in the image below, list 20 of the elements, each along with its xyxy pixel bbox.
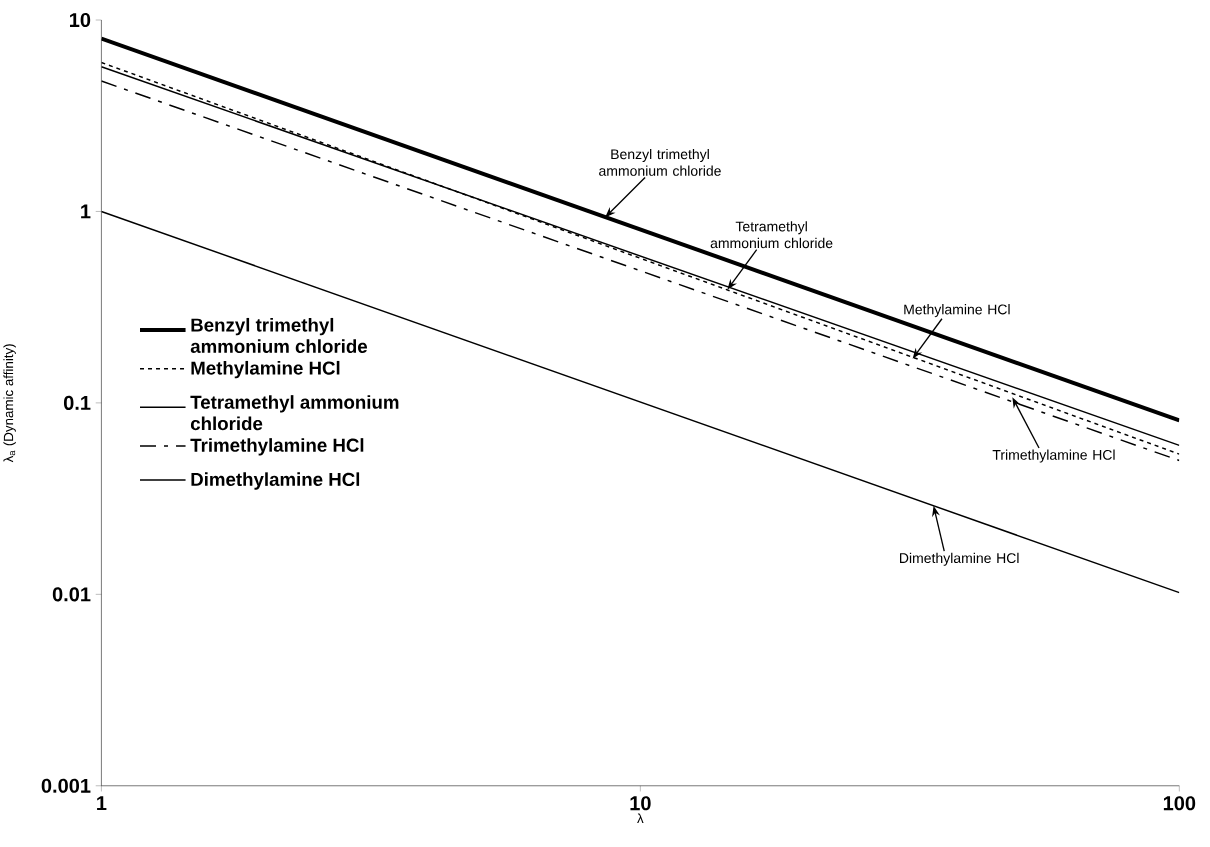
legend-label: Dimethylamine HCl	[191, 472, 360, 490]
annotation: Dimethylamine HCl	[900, 552, 1019, 566]
legend-label: Tetramethyl ammonium chloride	[190, 395, 399, 431]
y-tick-label: 0.01	[52, 587, 91, 602]
legend-label: Methylamine HCl	[191, 360, 340, 379]
x-tick-label: 100	[1163, 796, 1196, 811]
x-tick-label: 10	[630, 796, 651, 811]
y-tick-label: 0.1	[63, 395, 91, 410]
annotation: Tetramethyl ammonium chloride	[710, 221, 833, 249]
annotation: Methylamine HCl	[904, 304, 1010, 318]
annotation: Trimethylamine HCl	[992, 449, 1115, 463]
y-tick-label: 10	[70, 12, 91, 28]
y-tick-label: 1	[81, 204, 91, 219]
legend-label: Trimethylamine HCl	[190, 438, 364, 456]
x-axis-title: λ	[637, 813, 644, 824]
x-tick-label: 1	[97, 796, 107, 810]
legend-label: Benzyl trimethyl ammonium chloride	[190, 317, 368, 353]
annotation: Benzyl trimethyl ammonium chloride	[599, 148, 721, 176]
y-axis-title: λ$_{a}$ (Dynamic affinity)	[3, 344, 16, 463]
y-tick-label: 0.001	[41, 778, 91, 793]
